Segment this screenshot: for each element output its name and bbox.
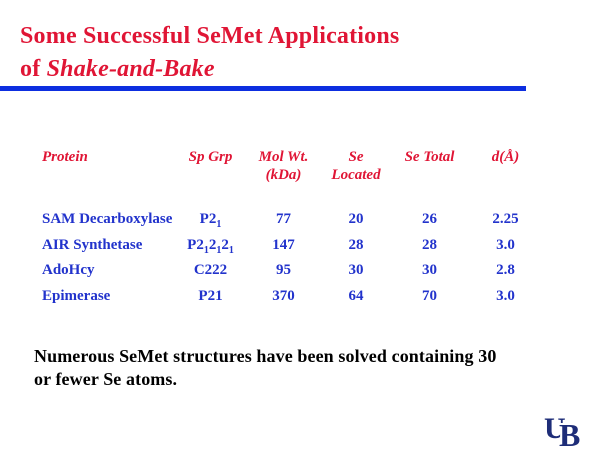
header-sp-grp: Sp Grp [174, 148, 247, 184]
mol-wt-cell: 95 [276, 262, 291, 278]
sp-grp-cell: P21 [198, 287, 223, 304]
header-sp-grp-line1: Sp Grp [188, 149, 233, 165]
header-se-located: Se Located [320, 148, 392, 184]
header-mol-wt: Mol Wt. (kDa) [247, 148, 320, 184]
se-total-cell: 30 [422, 262, 437, 278]
table-header-row: Protein Sp Grp Mol Wt. (kDa) Se Located … [42, 148, 544, 184]
protein-cell: Epimerase [42, 287, 111, 304]
se-located-cell: 28 [348, 236, 364, 253]
se-located-cell: 30 [348, 262, 364, 278]
d-cell: 3.0 [496, 236, 515, 253]
semet-applications-table: Protein Sp Grp Mol Wt. (kDa) Se Located … [42, 148, 544, 309]
header-d-angstrom-line1: d(Å) [491, 149, 520, 165]
ub-logo: U B [544, 412, 598, 450]
title-line-1: Some Successful SeMet Applications [20, 23, 400, 49]
d-cell: 2.8 [496, 262, 515, 278]
header-protein-line1: Protein [42, 149, 88, 165]
title-line-2-italic: Shake-and-Bake [46, 56, 215, 82]
header-se-total: Se Total [392, 148, 467, 184]
se-total-cell: 26 [422, 211, 437, 227]
title-line-2-prefix: of [20, 56, 47, 82]
table-row: AIR Synthetase P212121 147 28 28 3.0 [42, 233, 544, 259]
sp-grp-cell: C222 [193, 262, 228, 278]
header-d-angstrom: d(Å) [467, 148, 544, 184]
header-se-located-line1: Se [348, 149, 364, 165]
protein-cell: AIR Synthetase [42, 236, 143, 253]
ub-logo-letter-u: U [544, 412, 566, 445]
d-cell: 3.0 [496, 287, 515, 304]
header-se-located-line2: Located [331, 167, 381, 183]
table-row: Epimerase P21 370 64 70 3.0 [42, 284, 544, 310]
mol-wt-cell: 147 [272, 236, 295, 253]
table-body: SAM Decarboxylase P21 77 20 26 2.25 AIR Synthe… [42, 207, 544, 309]
header-protein: Protein [42, 148, 174, 184]
sp-grp-cell: P21 [199, 211, 222, 230]
sp-grp-cell: P212121 [187, 236, 234, 256]
header-mol-wt-line1: Mol Wt. [258, 149, 309, 165]
se-total-cell: 70 [422, 287, 437, 304]
page-title: Some Successful SeMet Applications of Sh… [20, 20, 560, 86]
d-cell: 2.25 [492, 211, 519, 227]
mol-wt-cell: 370 [272, 287, 295, 304]
mol-wt-cell: 77 [276, 211, 291, 227]
protein-cell: SAM Decarboxylase [42, 211, 173, 227]
ub-logo-letter-b: B [559, 417, 581, 450]
title-underline-rule [0, 86, 526, 91]
table-row: AdoHcy C222 95 30 30 2.8 [42, 258, 544, 284]
se-total-cell: 28 [422, 236, 437, 253]
footer-note-line1: Numerous SeMet structures have been solv… [34, 346, 497, 366]
header-se-total-line1: Se Total [404, 149, 455, 165]
se-located-cell: 20 [348, 211, 364, 227]
protein-cell: AdoHcy [42, 262, 95, 278]
header-mol-wt-line2: (kDa) [265, 167, 302, 183]
se-located-cell: 64 [348, 287, 364, 304]
footer-note-line2: or fewer Se atoms. [34, 368, 178, 389]
table-row: SAM Decarboxylase P21 77 20 26 2.25 [42, 207, 544, 233]
title-line-2: of Shake-and-Bake [20, 53, 560, 86]
footer-note: Numerous SeMet structures have been solv… [34, 345, 589, 390]
